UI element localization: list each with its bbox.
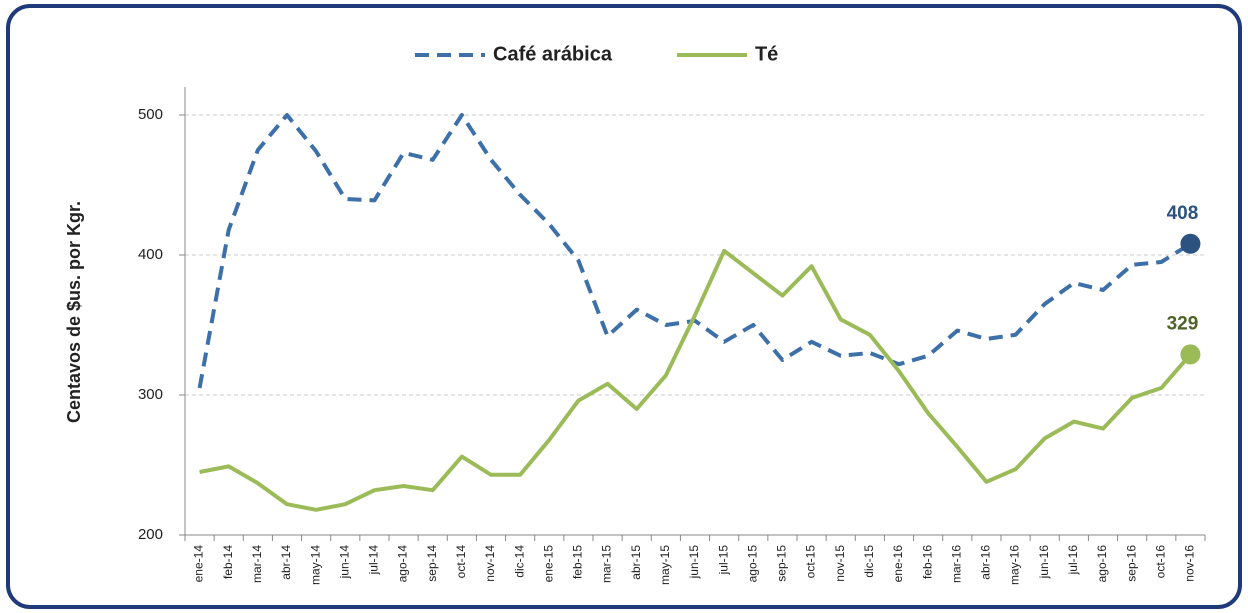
x-tick-label: mar-16: [949, 545, 963, 583]
x-tick-label: sep-16: [1124, 545, 1138, 582]
frame: [6, 4, 1242, 609]
x-tick-label: abr-16: [979, 545, 993, 580]
end-point: [1180, 344, 1201, 365]
x-tick-label: abr-15: [629, 545, 643, 580]
y-tick-label: 500: [138, 106, 163, 123]
y-axis-label: Centavos de $us. por Kgr.: [64, 201, 84, 423]
x-tick-label: jul-14: [367, 545, 381, 576]
legend-label: Té: [755, 43, 778, 65]
end-point: [1180, 233, 1201, 254]
y-tick-label: 300: [138, 386, 163, 403]
x-tick-label: mar-14: [250, 545, 264, 583]
x-tick-label: abr-14: [279, 545, 293, 580]
x-tick-label: ago-15: [745, 545, 759, 583]
x-tick-label: feb-15: [571, 545, 585, 579]
x-tick-label: jul-15: [716, 545, 730, 576]
x-tick-label: mar-15: [600, 545, 614, 583]
x-tick-label: nov-16: [1183, 545, 1197, 582]
x-tick-label: may-14: [308, 545, 322, 585]
x-tick-label: ene-16: [891, 545, 905, 583]
x-tick-label: sep-15: [775, 545, 789, 582]
x-tick-label: dic-15: [862, 545, 876, 578]
series-line: [197, 113, 1192, 389]
x-tick-label: nov-15: [833, 545, 847, 582]
x-tick-label: jun-16: [1037, 545, 1051, 580]
x-tick-label: dic-14: [512, 545, 526, 578]
series-line: [199, 248, 1192, 512]
legend-label: Café arábica: [493, 43, 613, 65]
y-tick-label: 400: [138, 246, 163, 263]
x-tick-label: sep-14: [425, 545, 439, 582]
x-tick-label: jun-14: [337, 545, 351, 580]
x-tick-label: jul-16: [1066, 545, 1080, 576]
x-tick-label: jun-15: [687, 545, 701, 580]
x-tick-label: may-15: [658, 545, 672, 585]
data-label: 329: [1167, 313, 1199, 334]
x-tick-label: feb-16: [920, 545, 934, 579]
x-tick-label: oct-14: [454, 545, 468, 579]
x-tick-label: ago-14: [396, 545, 410, 583]
x-tick-label: oct-16: [1153, 545, 1167, 579]
y-tick-label: 200: [138, 526, 163, 543]
x-tick-label: oct-15: [804, 545, 818, 579]
x-tick-label: feb-14: [221, 545, 235, 579]
data-label: 408: [1167, 203, 1199, 224]
x-tick-label: ago-16: [1095, 545, 1109, 583]
x-tick-label: may-16: [1008, 545, 1022, 585]
x-tick-label: ene-14: [192, 545, 206, 583]
x-tick-label: nov-14: [483, 545, 497, 582]
x-tick-label: ene-15: [541, 545, 555, 583]
